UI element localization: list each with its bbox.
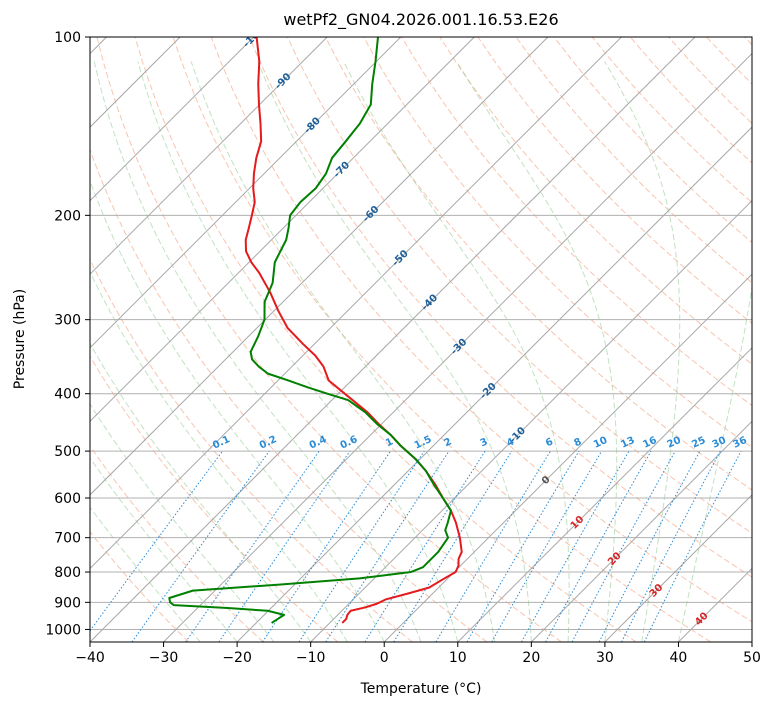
plot-frame [89, 36, 753, 643]
sounding-profiles [168, 37, 463, 624]
mixing-ratio-line [643, 450, 742, 642]
dry-adiabat-line [248, 37, 752, 578]
y-tick-label: 200 [54, 208, 81, 224]
mixing-ratio-line [131, 450, 270, 642]
isotherm-line [604, 494, 752, 642]
mixing-ratio-line [598, 450, 701, 642]
isotherm-line [90, 37, 549, 496]
dry-adiabat-line [401, 37, 752, 407]
isotherm-gridlines [90, 37, 752, 642]
dry-adiabat-line [325, 37, 752, 491]
mixing-ratio-line [90, 450, 223, 632]
moist-adiabats [90, 61, 752, 642]
isotherm-line [457, 347, 752, 642]
y-tick-label: 300 [54, 313, 81, 329]
x-tick-label: −30 [149, 650, 179, 666]
dry-adiabat-line [515, 37, 752, 284]
moist-adiabat-line [90, 179, 385, 642]
isotherm-line [530, 420, 752, 642]
isotherm-line [383, 273, 752, 642]
x-tick-label: 10 [449, 650, 467, 666]
dry-adiabat-line [90, 531, 190, 642]
x-tick-label: 50 [743, 650, 761, 666]
temperature-profile-line [244, 37, 463, 624]
y-tick-label: 900 [54, 595, 81, 611]
moist-adiabat-line [90, 270, 348, 642]
isotherm-line [90, 37, 255, 202]
y-tick-label: 100 [54, 30, 81, 46]
isotherm-line [90, 37, 402, 349]
moist-adiabat-line [343, 61, 570, 642]
moist-adiabat-line [257, 61, 532, 642]
isobar-gridlines [90, 37, 752, 630]
dry-adiabat-line [96, 37, 562, 642]
y-tick-label: 600 [54, 491, 81, 507]
mixing-ratio-line [393, 450, 513, 642]
isotherm-line [236, 126, 752, 642]
mixing-ratio-line [545, 450, 652, 642]
isotherm-line [163, 52, 752, 642]
isotherm-line [90, 37, 622, 570]
moist-adiabat-line [93, 61, 422, 642]
x-axis: −40 −30 −20 −10 0 10 20 30 40 50 [75, 642, 761, 666]
mixing-ratio-line [521, 450, 630, 642]
y-tick-label: 400 [54, 387, 81, 403]
mixing-ratio-label: 2 [442, 436, 453, 449]
dry-adiabat-line [439, 37, 752, 365]
mixing-ratio-label: 10 [592, 435, 609, 451]
moist-adiabat-line [137, 61, 459, 642]
mixing-ratio-line [218, 450, 351, 642]
dry-adiabat-line [90, 445, 264, 642]
moist-adiabat-line [90, 456, 238, 642]
x-tick-label: −10 [296, 650, 326, 666]
dewpoint-profile-line [168, 37, 452, 624]
dry-adiabat-line [134, 37, 637, 642]
mixing-ratio-label: 3 [479, 436, 490, 449]
mixing-ratio-label: 36 [731, 435, 748, 451]
mixing-ratio-label: 4 [505, 436, 516, 449]
isotherm-line [90, 37, 696, 642]
mixing-ratio-line [435, 450, 551, 642]
y-tick-label: 700 [54, 531, 81, 547]
mixing-ratio-line [298, 450, 425, 642]
x-tick-label: 0 [380, 650, 389, 666]
mixing-ratio-label: 20 [666, 435, 683, 451]
dry-adiabat-line [210, 37, 752, 623]
mixing-ratio-label: 25 [690, 435, 707, 451]
chart-title: wetPf2_GN04.2026.001.16.53.E26 [283, 10, 558, 30]
dry-adiabat-line [90, 148, 488, 642]
x-tick-label: 30 [596, 650, 614, 666]
isotherm-line [310, 199, 752, 642]
x-tick-label: 20 [522, 650, 540, 666]
mixing-ratio-label: 1 [384, 436, 395, 449]
mixing-ratio-label: 30 [711, 435, 728, 451]
mixing-ratio-label: 8 [572, 436, 583, 449]
mixing-ratio-line [621, 450, 721, 642]
x-tick-label: −20 [222, 650, 252, 666]
x-tick-label: 40 [670, 650, 688, 666]
y-tick-label: 1000 [45, 622, 81, 638]
moist-adiabat-line [604, 61, 681, 642]
mixing-ratio-label: 6 [544, 436, 555, 449]
isotherm-line [90, 37, 475, 423]
mixing-ratio-line [185, 450, 320, 642]
y-axis: 100 200 300 400 500 600 700 800 900 1000 [45, 30, 90, 638]
y-axis-label: Pressure (hPa) [12, 289, 28, 389]
mixing-ratio-label: 13 [619, 435, 636, 451]
mixing-ratio-line [571, 450, 676, 642]
moist-adiabat-line [90, 506, 201, 642]
x-axis-label: Temperature (°C) [360, 681, 482, 697]
mixing-ratio-labels: 0.1 0.2 0.4 0.6 1 1.5 2 3 4 6 8 10 13 16 20 25 30 36 [211, 434, 749, 451]
y-tick-label: 800 [54, 565, 81, 581]
isotherm-line [90, 37, 328, 275]
mixing-ratio-line [325, 450, 450, 642]
mixing-ratio-line [364, 450, 486, 642]
x-tick-label: −40 [75, 650, 105, 666]
mixing-ratio-label: 16 [641, 435, 658, 451]
y-tick-label: 500 [54, 444, 81, 460]
